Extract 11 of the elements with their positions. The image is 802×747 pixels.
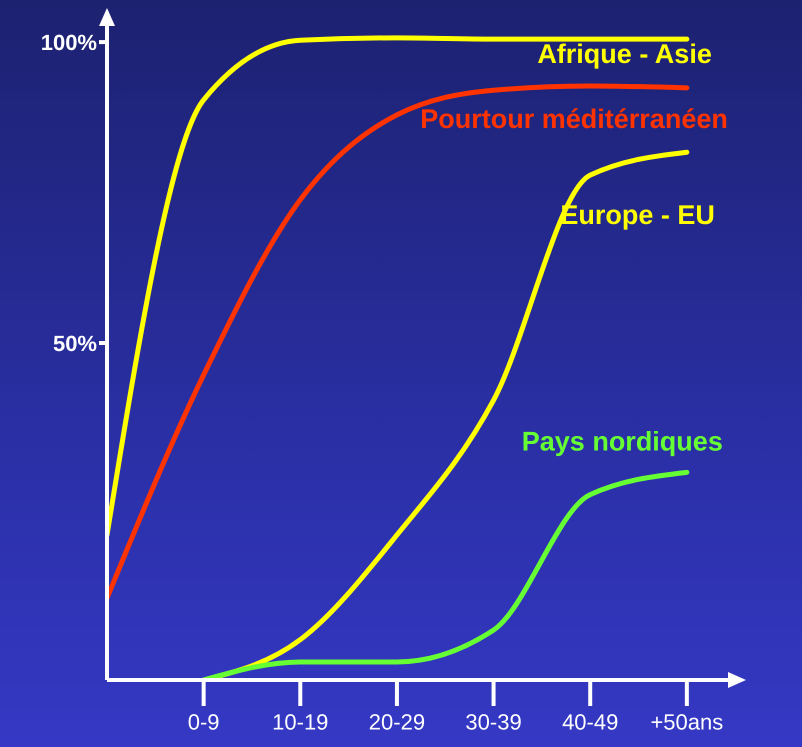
x-tick-label: +50ans — [650, 710, 724, 735]
x-tick-label: 10-19 — [272, 710, 328, 735]
series-label: Pourtour méditérranéen — [420, 104, 728, 134]
x-tick-label: 20-29 — [368, 710, 426, 735]
y-tick-label: 50% — [52, 330, 97, 356]
x-tick-label: 30-39 — [465, 710, 522, 735]
x-tick-label: 40-49 — [562, 710, 618, 735]
series-label: Pays nordiques — [522, 426, 723, 456]
x-tick-label: 0-9 — [188, 710, 220, 735]
series-label: Afrique - Asie — [537, 39, 712, 70]
y-tick-label: 100% — [40, 30, 97, 55]
